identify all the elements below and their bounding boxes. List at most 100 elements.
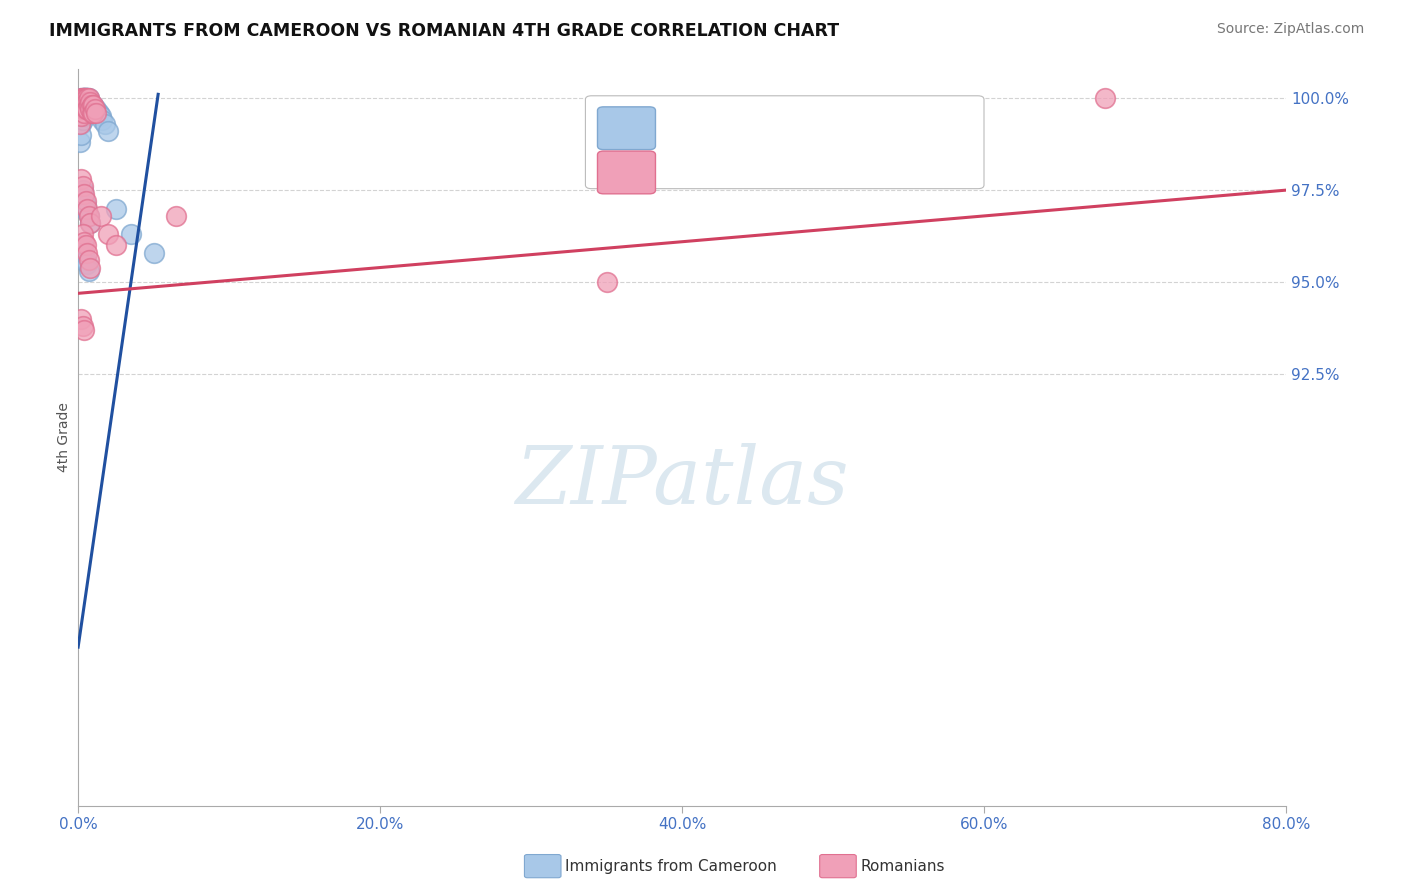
Point bbox=[76, 91, 98, 105]
Point bbox=[70, 91, 93, 105]
Point bbox=[72, 91, 94, 105]
Point bbox=[76, 95, 98, 109]
Point bbox=[77, 264, 100, 278]
Text: R = 0.293   N = 58: R = 0.293 N = 58 bbox=[668, 120, 838, 137]
Point bbox=[70, 110, 93, 124]
Point bbox=[84, 105, 107, 120]
Point bbox=[76, 257, 98, 271]
Point bbox=[90, 209, 112, 223]
Point bbox=[79, 98, 101, 112]
Point bbox=[76, 95, 98, 109]
Point bbox=[73, 91, 96, 105]
Point bbox=[1094, 91, 1116, 105]
FancyBboxPatch shape bbox=[598, 151, 655, 194]
Point bbox=[97, 227, 120, 242]
Point bbox=[79, 95, 101, 109]
Text: ZIPatlas: ZIPatlas bbox=[515, 442, 849, 520]
Point bbox=[69, 117, 91, 131]
Point bbox=[75, 198, 97, 212]
Point bbox=[82, 105, 104, 120]
Point bbox=[69, 98, 91, 112]
FancyBboxPatch shape bbox=[585, 95, 984, 189]
Point bbox=[73, 91, 96, 105]
FancyBboxPatch shape bbox=[598, 107, 655, 150]
Point bbox=[70, 91, 93, 105]
Point bbox=[82, 98, 104, 112]
Point bbox=[73, 102, 96, 116]
Point bbox=[73, 186, 96, 201]
Point bbox=[73, 190, 96, 204]
Point bbox=[79, 216, 101, 230]
Point bbox=[84, 102, 107, 116]
Point bbox=[72, 238, 94, 252]
Point bbox=[142, 245, 165, 260]
Point bbox=[75, 91, 97, 105]
Point bbox=[91, 113, 114, 128]
Point bbox=[76, 91, 98, 105]
Point bbox=[82, 98, 104, 112]
Point bbox=[80, 105, 103, 120]
Point bbox=[73, 91, 96, 105]
Point bbox=[76, 102, 98, 116]
Point bbox=[77, 253, 100, 268]
Text: Immigrants from Cameroon: Immigrants from Cameroon bbox=[565, 859, 778, 873]
Y-axis label: 4th Grade: 4th Grade bbox=[58, 402, 72, 472]
Point bbox=[104, 238, 127, 252]
Point bbox=[76, 91, 98, 105]
Point bbox=[104, 202, 127, 216]
Point bbox=[73, 95, 96, 109]
Point bbox=[72, 183, 94, 197]
Point bbox=[70, 98, 93, 112]
Point bbox=[80, 98, 103, 112]
Point bbox=[83, 102, 105, 116]
Point bbox=[76, 245, 98, 260]
Point bbox=[69, 117, 91, 131]
Point bbox=[73, 245, 96, 260]
Point bbox=[76, 205, 98, 219]
Point bbox=[73, 323, 96, 337]
Point bbox=[83, 102, 105, 116]
Point bbox=[70, 172, 93, 186]
Point bbox=[72, 91, 94, 105]
Point bbox=[73, 105, 96, 120]
Point bbox=[77, 98, 100, 112]
Point bbox=[73, 91, 96, 105]
Point bbox=[70, 128, 93, 142]
Point bbox=[97, 124, 120, 138]
Point bbox=[75, 238, 97, 252]
Text: IMMIGRANTS FROM CAMEROON VS ROMANIAN 4TH GRADE CORRELATION CHART: IMMIGRANTS FROM CAMEROON VS ROMANIAN 4TH… bbox=[49, 22, 839, 40]
Point bbox=[75, 95, 97, 109]
Point bbox=[75, 91, 97, 105]
Point bbox=[75, 102, 97, 116]
Point bbox=[80, 102, 103, 116]
Point bbox=[72, 105, 94, 120]
Point bbox=[70, 312, 93, 326]
Point bbox=[77, 91, 100, 105]
Point bbox=[77, 209, 100, 223]
Text: R = 0.298   N = 50: R = 0.298 N = 50 bbox=[668, 163, 838, 181]
Point bbox=[75, 194, 97, 209]
Point bbox=[73, 235, 96, 249]
Point bbox=[75, 95, 97, 109]
Point bbox=[82, 105, 104, 120]
Point bbox=[72, 95, 94, 109]
Point bbox=[73, 98, 96, 112]
Point bbox=[77, 95, 100, 109]
Text: Romanians: Romanians bbox=[860, 859, 945, 873]
Point bbox=[72, 91, 94, 105]
Point bbox=[94, 117, 117, 131]
Point bbox=[79, 216, 101, 230]
Point bbox=[79, 102, 101, 116]
Point bbox=[595, 275, 617, 289]
Point bbox=[89, 105, 111, 120]
Point bbox=[72, 102, 94, 116]
Point bbox=[69, 98, 91, 112]
Point bbox=[72, 95, 94, 109]
Point bbox=[73, 91, 96, 105]
Point bbox=[70, 98, 93, 112]
Point bbox=[72, 113, 94, 128]
Point bbox=[75, 98, 97, 112]
Point bbox=[80, 98, 103, 112]
Point bbox=[75, 253, 97, 268]
Point bbox=[76, 202, 98, 216]
